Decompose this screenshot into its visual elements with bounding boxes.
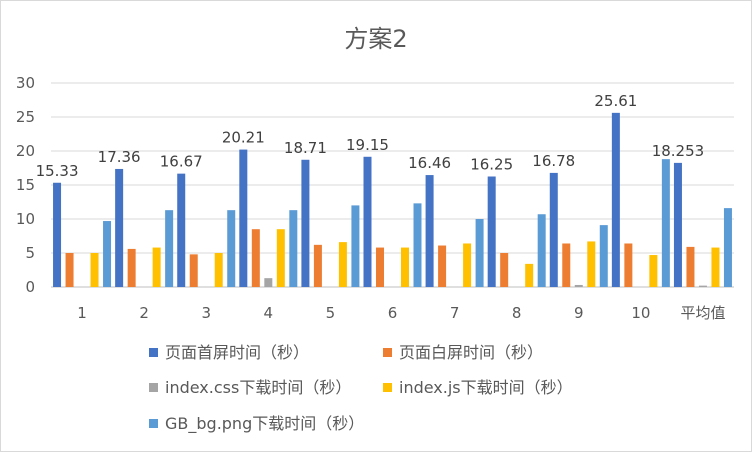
legend-label: GB_bg.png下载时间（秒） (165, 414, 364, 434)
bar (401, 247, 409, 287)
bar (500, 253, 509, 287)
bar (525, 263, 534, 287)
x-tick-label: 2 (139, 304, 149, 322)
bar (711, 247, 720, 287)
y-tick-label: 20 (16, 142, 35, 160)
bar (276, 229, 285, 287)
x-tick-label: 3 (201, 304, 211, 322)
bar (251, 229, 260, 287)
bar (698, 285, 707, 287)
data-label: 16.25 (470, 156, 513, 174)
bar (611, 112, 620, 288)
data-label: 19.15 (346, 136, 389, 154)
gridlines (51, 82, 734, 288)
x-tick-label: 5 (326, 304, 336, 322)
x-tick-label: 9 (574, 304, 584, 322)
bar (686, 246, 695, 287)
bar (115, 168, 124, 287)
bar (227, 210, 236, 287)
y-tick-label: 5 (25, 244, 35, 262)
bar (549, 172, 558, 287)
data-label: 16.67 (160, 153, 203, 171)
bar (574, 284, 583, 287)
legend-swatch (383, 383, 392, 392)
bar (301, 159, 310, 287)
data-label: 18.71 (284, 139, 327, 157)
data-label: 18.253 (652, 142, 705, 160)
bar (587, 241, 596, 287)
y-tick-label: 15 (16, 176, 35, 194)
bar (127, 248, 136, 287)
bar (338, 242, 347, 287)
legend-swatch (149, 383, 158, 392)
x-tick-label: 10 (631, 304, 650, 322)
data-labels: 15.33 17.36 16.67 20.21 18.71 19.15 16.46 16.25… (36, 92, 705, 180)
x-tick-label: 6 (388, 304, 398, 322)
bar (413, 203, 422, 287)
data-label: 15.33 (36, 162, 79, 180)
bar (376, 247, 384, 287)
bar (90, 253, 99, 287)
data-label: 16.46 (408, 154, 451, 172)
y-axis: 0 5 10 15 20 25 30 (16, 74, 35, 296)
legend-label: index.js下载时间（秒） (399, 378, 573, 397)
bar (463, 243, 472, 287)
x-axis: 1 2 3 4 5 6 7 8 9 10 平均值 (77, 304, 725, 322)
bar (599, 225, 608, 287)
bar (214, 253, 223, 287)
bar (673, 162, 682, 287)
x-tick-label: 7 (450, 304, 460, 322)
legend-swatch (149, 419, 158, 428)
bar (239, 149, 248, 287)
bar (65, 253, 74, 287)
y-tick-label: 25 (16, 108, 35, 126)
data-label: 16.78 (532, 152, 575, 170)
bar (313, 244, 322, 287)
bar (363, 156, 372, 287)
data-label: 25.61 (594, 92, 637, 110)
x-tick-label: 8 (512, 304, 522, 322)
bar (289, 210, 298, 287)
legend-label: index.css下载时间（秒） (165, 378, 351, 397)
bar (53, 182, 62, 287)
data-label: 17.36 (98, 148, 141, 166)
y-tick-label: 30 (16, 74, 35, 92)
bar (562, 243, 571, 287)
bars (53, 112, 732, 288)
bar (177, 173, 186, 287)
x-tick-label: 1 (77, 304, 87, 322)
bar (152, 247, 161, 287)
x-tick-label: 4 (264, 304, 274, 322)
bar (264, 278, 273, 287)
legend: 页面首屏时间（秒） 页面白屏时间（秒） index.css下载时间（秒） index.… (149, 343, 573, 434)
bar (649, 255, 658, 287)
y-tick-label: 0 (25, 278, 35, 296)
bar (438, 245, 447, 287)
bar (189, 254, 198, 287)
chart-title: 方案2 (344, 25, 407, 53)
y-tick-label: 10 (16, 210, 35, 228)
legend-label: 页面首屏时间（秒） (165, 343, 309, 362)
x-tick-label: 平均值 (680, 304, 725, 322)
legend-label: 页面白屏时间（秒） (399, 343, 543, 362)
bar (487, 176, 496, 287)
bar (537, 214, 546, 287)
data-label: 20.21 (222, 129, 265, 147)
bar (723, 208, 732, 287)
legend-swatch (383, 348, 392, 357)
bar (165, 210, 174, 287)
bar (475, 219, 484, 287)
bar (103, 221, 112, 287)
legend-swatch (149, 348, 158, 357)
bar (351, 205, 360, 287)
bar (661, 159, 670, 287)
bar (624, 243, 633, 287)
bar (425, 175, 434, 287)
